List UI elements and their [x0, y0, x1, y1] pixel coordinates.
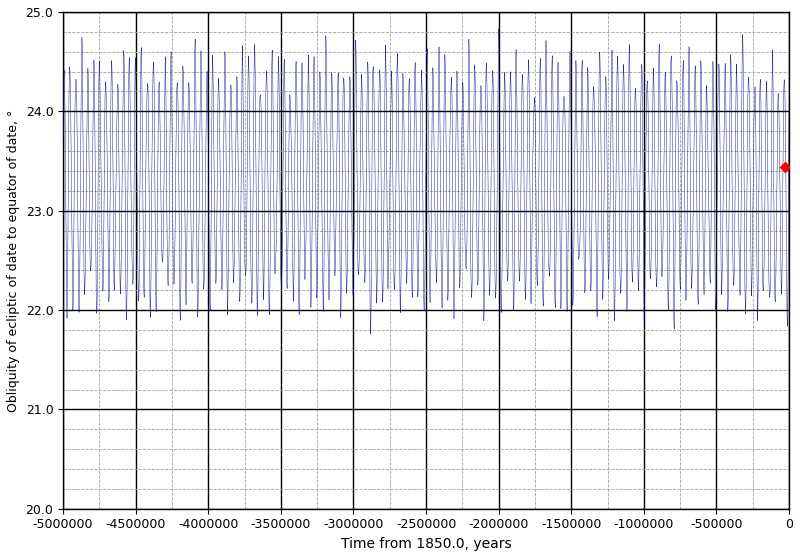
- Y-axis label: Obliquity of ecliptic of date to equator of date, °: Obliquity of ecliptic of date to equator…: [7, 109, 20, 412]
- X-axis label: Time from 1850.0, years: Time from 1850.0, years: [341, 537, 511, 551]
